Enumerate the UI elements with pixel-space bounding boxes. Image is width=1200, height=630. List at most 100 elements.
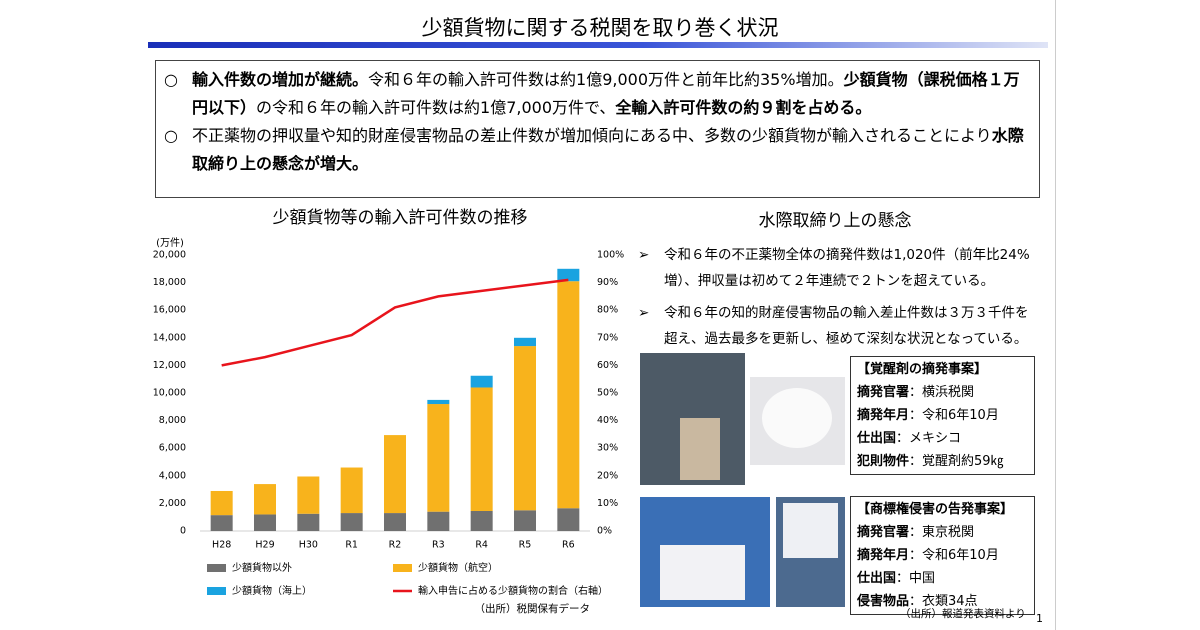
legend-label: 少額貨物（航空） bbox=[418, 561, 498, 574]
line bbox=[221, 278, 569, 367]
summary-box: ○ 輸入件数の増加が継続。令和６年の輸入許可件数は約1億9,000万件と前年比約3… bbox=[155, 60, 1040, 198]
bar-segment bbox=[427, 399, 450, 405]
x-tick-label: R1 bbox=[345, 540, 358, 551]
y-axis-unit: (万件) bbox=[156, 237, 184, 249]
bullet: ○ 不正薬物の押収量や知的財産侵害物品の差止件数が増加傾向にある中、多数の少額貨物… bbox=[164, 122, 1027, 178]
case-value: ：横浜税関 bbox=[909, 385, 975, 400]
bar-segment bbox=[557, 281, 580, 509]
y-tick-label: 8,000 bbox=[159, 415, 186, 426]
bar-segment bbox=[210, 515, 233, 531]
text-segment: 輸入件数の増加が継続。 bbox=[192, 70, 369, 89]
text-segment: 少額貨物（課税価格１万円以下） bbox=[192, 70, 1020, 117]
case-label: 仕出国 bbox=[857, 571, 897, 586]
bullet-text: 令和６年の知的財産侵害物品の輸入差止件数は３万３千件を超え、過去最多を更新し、極… bbox=[664, 305, 1029, 347]
concern-bullet: ➢ 令和６年の知的財産侵害物品の輸入差止件数は３万３千件を超え、過去最多を更新し、… bbox=[638, 300, 1038, 352]
bar-segment bbox=[340, 513, 363, 531]
concerns-title: 水際取締り上の懸念 bbox=[758, 211, 912, 231]
case-label: 摘発年月 bbox=[857, 548, 910, 563]
y2-tick-label: 70% bbox=[597, 332, 618, 343]
edge-line bbox=[1055, 0, 1056, 630]
bullet-text: 令和６年の不正薬物全体の摘発件数は1,020件（前年比24%増）、押収量は初めて… bbox=[664, 247, 1030, 289]
bar-segment bbox=[340, 467, 363, 514]
y2-tick-label: 20% bbox=[597, 470, 618, 481]
y-tick-label: 14,000 bbox=[153, 332, 186, 343]
legend-label: 少額貨物（海上） bbox=[232, 584, 312, 597]
bar-segment bbox=[514, 337, 536, 347]
legend-swatch bbox=[207, 587, 226, 595]
case-title: 【覚醒剤の摘発事案】 bbox=[857, 362, 988, 377]
page-number: 1 bbox=[1036, 612, 1043, 625]
slide-title: 少額貨物に関する税関を取り巻く状況 bbox=[421, 16, 779, 40]
bar-segment bbox=[210, 490, 233, 516]
bullet-marker: ➢ bbox=[638, 305, 650, 321]
bullet-marker: ○ bbox=[164, 70, 178, 89]
bar-segment bbox=[557, 508, 580, 531]
legend-label: 少額貨物以外 bbox=[232, 561, 292, 574]
case-label: 摘発官署 bbox=[857, 525, 910, 540]
case-row: 仕出国：メキシコ bbox=[857, 427, 1028, 450]
bar-segment bbox=[297, 476, 320, 514]
y2-tick-label: 10% bbox=[597, 498, 618, 509]
case-row: 摘発官署：東京税関 bbox=[857, 521, 1028, 544]
x-tick-label: H30 bbox=[299, 540, 318, 551]
case-row: 摘発年月：令和6年10月 bbox=[857, 404, 1028, 427]
concern-bullet: ➢ 令和６年の不正薬物全体の摘発件数は1,020件（前年比24%増）、押収量は初め… bbox=[638, 242, 1038, 294]
bullet-marker: ➢ bbox=[638, 247, 650, 263]
bar-segment bbox=[254, 484, 276, 515]
y2-tick-label: 50% bbox=[597, 388, 618, 399]
x-tick-label: R3 bbox=[432, 540, 445, 551]
y-tick-label: 20,000 bbox=[153, 250, 186, 261]
title-rule bbox=[148, 42, 1048, 48]
text-segment: 令和６年の輸入許可件数は約1億9,000万件と前年比約35%増加。 bbox=[368, 70, 844, 89]
bullet-text: 不正薬物の押収量や知的財産侵害物品の差止件数が増加傾向にある中、多数の少額貨物が… bbox=[192, 122, 1027, 178]
bar-segment bbox=[557, 268, 580, 282]
case-value: ：中国 bbox=[896, 571, 936, 586]
x-tick-label: H28 bbox=[212, 540, 231, 551]
y-tick-label: 0 bbox=[180, 526, 186, 537]
y2-tick-label: 60% bbox=[597, 360, 618, 371]
case-value: ：衣類34点 bbox=[909, 594, 978, 609]
x-tick-label: R4 bbox=[475, 540, 488, 551]
bar-segment bbox=[427, 404, 450, 512]
y2-tick-label: 100% bbox=[597, 250, 624, 261]
text-segment: の令和６年の輸入許可件数は約1億7,000万件で、 bbox=[256, 98, 616, 117]
bar-segment bbox=[514, 510, 536, 531]
photo-detail bbox=[680, 418, 720, 480]
x-tick-label: R2 bbox=[389, 540, 402, 551]
case-label: 摘発年月 bbox=[857, 408, 910, 423]
y-tick-label: 10,000 bbox=[153, 388, 186, 399]
case-row: 侵害物品：衣類34点 bbox=[857, 590, 1028, 613]
y2-tick-label: 40% bbox=[597, 415, 618, 426]
legend-swatch bbox=[207, 564, 226, 572]
chart-title: 少額貨物等の輸入許可件数の推移 bbox=[273, 208, 528, 228]
case-row: 犯則物件：覚醒剤約59㎏ bbox=[857, 450, 1028, 473]
y-tick-label: 16,000 bbox=[153, 305, 186, 316]
bar-segment bbox=[470, 375, 493, 388]
y-tick-label: 2,000 bbox=[159, 498, 186, 509]
case-value: ：東京税関 bbox=[909, 525, 975, 540]
bar-segment bbox=[254, 514, 276, 531]
y-tick-label: 4,000 bbox=[159, 470, 186, 481]
case-title: 【商標権侵害の告発事案】 bbox=[857, 502, 1014, 517]
bar-segment bbox=[514, 346, 536, 511]
bar-segment bbox=[384, 435, 406, 514]
bar-segment bbox=[470, 387, 493, 511]
case-value: ：覚醒剤約59㎏ bbox=[909, 454, 1004, 469]
case-box: 【商標権侵害の告発事案】 摘発官署：東京税関 摘発年月：令和6年10月 仕出国：中国侵… bbox=[850, 496, 1035, 615]
legend-label: 輸入申告に占める少額貨物の割合（右軸） bbox=[418, 584, 608, 597]
bar-segment bbox=[470, 510, 493, 531]
bullet: ○ 輸入件数の増加が継続。令和６年の輸入許可件数は約1億9,000万件と前年比約3… bbox=[164, 66, 1027, 122]
case-label: 侵害物品 bbox=[857, 594, 910, 609]
case-row: 摘発年月：令和6年10月 bbox=[857, 544, 1028, 567]
bar-segment bbox=[384, 513, 406, 531]
case-value: ：令和6年10月 bbox=[909, 408, 999, 423]
case-label: 摘発官署 bbox=[857, 385, 910, 400]
bullet-marker: ○ bbox=[164, 126, 178, 145]
text-segment: 不正薬物の押収量や知的財産侵害物品の差止件数が増加傾向にある中、多数の少額貨物が… bbox=[192, 126, 992, 145]
chart-source: （出所）税関保有データ bbox=[475, 602, 591, 615]
y-tick-label: 18,000 bbox=[153, 277, 186, 288]
legend-swatch bbox=[393, 564, 412, 572]
source: （出所）報道発表資料より bbox=[900, 608, 1026, 620]
